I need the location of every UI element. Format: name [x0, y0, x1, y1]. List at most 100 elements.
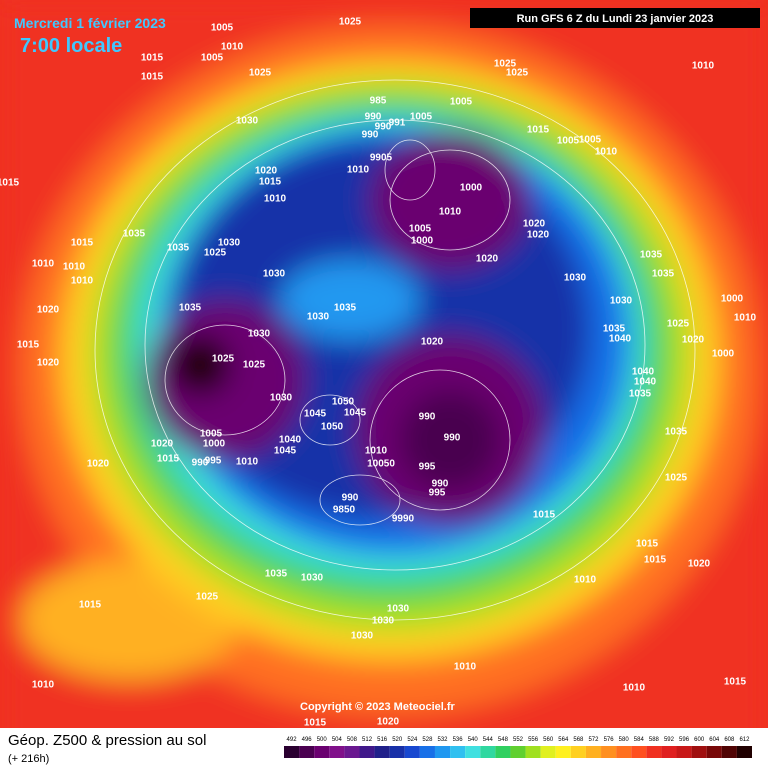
scale-label: 580 — [619, 737, 630, 743]
scale-label: 528 — [422, 737, 433, 743]
isobar-label: 1020 — [523, 219, 546, 230]
scale-label: 608 — [724, 737, 735, 743]
scale-swatch — [661, 746, 677, 758]
isobar-label: 1040 — [634, 377, 657, 388]
isobar-label: 1010 — [623, 683, 646, 694]
isobar-label: 1025 — [506, 68, 529, 79]
scale-swatch — [676, 746, 692, 758]
isobar-label: 1010 — [595, 147, 618, 158]
isobar-label: 1015 — [724, 677, 747, 688]
isobar-label: 1020 — [87, 459, 110, 470]
isobar-label: 1015 — [527, 125, 550, 136]
isobar-label: 1030 — [236, 116, 259, 127]
isobar-label: 1005 — [211, 23, 234, 34]
scale-swatch — [284, 746, 300, 758]
isobar-label: 1035 — [652, 269, 675, 280]
isobar-label: 1035 — [665, 427, 688, 438]
isobar-label: 1015 — [141, 72, 164, 83]
isobar-label: 1030 — [564, 273, 587, 284]
isobar-label: 990 — [375, 122, 392, 133]
isobar-label: 990 — [444, 433, 461, 444]
isobar-label: 1025 — [494, 59, 517, 70]
scale-label: 592 — [664, 737, 675, 743]
isobar-label: 990 — [365, 112, 382, 123]
isobar-label: 1030 — [248, 329, 271, 340]
isobar-label: 1015 — [79, 600, 102, 611]
isobar-label: 1025 — [665, 473, 688, 484]
isobar-label: 1020 — [527, 230, 550, 241]
scale-swatch — [540, 746, 556, 758]
color-scale: 492 496 500 504 508 512 516 520 524 528 532 536 540 5… — [284, 737, 752, 758]
isobar-label: 1005 — [200, 429, 223, 440]
isobar-label: 1020 — [377, 717, 400, 728]
isobar-label: 990 — [192, 458, 209, 469]
isobar-label: 10050 — [367, 459, 395, 470]
scale-swatch — [646, 746, 662, 758]
isobar-label: 1010 — [63, 262, 86, 273]
isobar-label: 1010 — [365, 446, 388, 457]
time-label: 7:00 locale — [20, 35, 122, 57]
isobar-label: 1030 — [387, 604, 410, 615]
isobar-label: 1020 — [255, 166, 278, 177]
isobar-label: 1000 — [712, 349, 735, 360]
scale-swatch — [299, 746, 315, 758]
scale-swatch — [450, 746, 466, 758]
isobar-label: 1010 — [221, 42, 244, 53]
isobar-label: 1050 — [332, 397, 355, 408]
isobar-label: 990 — [362, 130, 379, 141]
scale-swatch — [359, 746, 375, 758]
scale-label: 560 — [543, 737, 554, 743]
scale-label: 496 — [302, 737, 313, 743]
isobar-label: 1010 — [439, 207, 462, 218]
date-label: Mercredi 1 février 2023 — [14, 15, 166, 31]
isobar-label: 9905 — [370, 153, 393, 164]
isobar-label: 991 — [389, 118, 406, 129]
isobar-label: 1000 — [203, 439, 226, 450]
isobar-label: 1015 — [17, 340, 40, 351]
isobar-label: 1030 — [610, 296, 633, 307]
footer-lead: (+ 216h) — [8, 753, 49, 765]
isobar-label: 1010 — [692, 61, 715, 72]
isobar-label: 1030 — [270, 393, 293, 404]
isobar-label: 1045 — [344, 408, 367, 419]
scale-label: 532 — [438, 737, 449, 743]
isobar-label: 1015 — [71, 238, 94, 249]
isobar-label: 9990 — [392, 514, 415, 525]
scale-swatch — [419, 746, 435, 758]
isobar-label: 990 — [342, 493, 359, 504]
isobar-label: 1015 — [259, 177, 282, 188]
isobar-label: 1010 — [734, 313, 757, 324]
copyright: Copyright © 2023 Meteociel.fr — [300, 701, 456, 713]
isobar-label: 1045 — [304, 409, 327, 420]
isobar-label: 1020 — [476, 254, 499, 265]
isobar-label: 1035 — [123, 229, 146, 240]
isobar-label: 1025 — [249, 68, 272, 79]
isobar-label: 1035 — [334, 303, 357, 314]
scale-swatch — [706, 746, 722, 758]
isobar-label: 1030 — [372, 616, 395, 627]
isobar-label: 1020 — [37, 305, 60, 316]
isobar-label: 1000 — [460, 183, 483, 194]
scale-swatch — [314, 746, 330, 758]
scale-swatch — [374, 746, 390, 758]
isobar-label: 1015 — [304, 718, 327, 729]
scale-label: 536 — [453, 737, 464, 743]
scale-label: 540 — [468, 737, 479, 743]
isobar-label: 995 — [429, 488, 446, 499]
isobar-label: 1015 — [533, 510, 556, 521]
isobar-label: 1035 — [179, 303, 202, 314]
isobar-label: 1040 — [632, 367, 655, 378]
isobar-label: 1025 — [339, 17, 362, 28]
isobar-label: 1010 — [32, 259, 55, 270]
footer-title: Géop. Z500 & pression au sol — [8, 732, 206, 749]
scale-swatch — [691, 746, 707, 758]
scale-swatch — [555, 746, 571, 758]
scale-swatch — [616, 746, 632, 758]
isobar-label: 1005 — [410, 112, 433, 123]
scale-label: 564 — [558, 737, 569, 743]
isobar-label: 1010 — [347, 165, 370, 176]
isobar-label: 1010 — [574, 575, 597, 586]
isobar-label: 1015 — [644, 555, 667, 566]
isobar-label: 1040 — [609, 334, 632, 345]
